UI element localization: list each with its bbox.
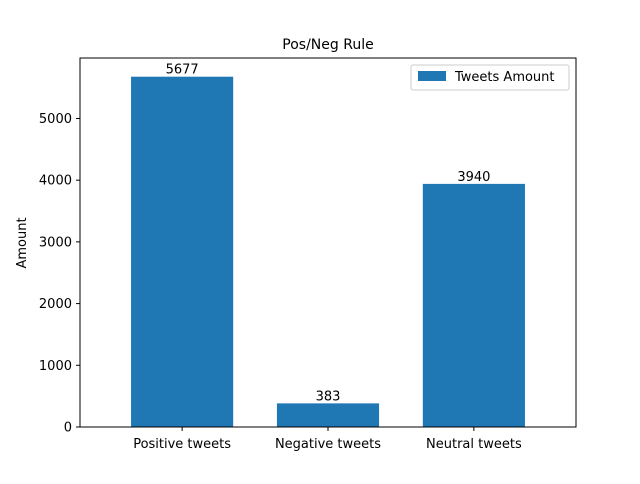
bars-group [131,76,525,427]
bar [276,403,380,427]
y-tick-label: 3000 [39,235,72,250]
ticks-group: Positive tweets Negative tweets Neutral tw… [39,112,522,452]
y-axis-label: Amount [15,217,30,268]
legend-box [410,64,570,91]
x-tick-label: Negative tweets [275,437,381,452]
x-tick-label: Positive tweets [133,437,231,452]
y-tick-label: 4000 [39,174,72,189]
y-tick-label: 2000 [39,297,72,312]
y-tick-label: 0 [64,421,72,436]
legend-swatch [418,71,446,81]
legend-label: Tweets Amount [454,70,555,85]
bar [131,76,234,427]
bar-value-label: 383 [316,389,341,404]
chart-title: Pos/Neg Rule [282,37,373,53]
y-tick-label: 1000 [39,359,72,374]
bar-value-label: 3940 [457,170,490,185]
data-labels-group: 5677 383 3940 [166,63,491,405]
bar [422,183,525,427]
bar-value-label: 5677 [166,63,199,78]
x-tick-label: Neutral tweets [426,437,522,452]
y-tick-label: 5000 [39,112,72,127]
legend: Tweets Amount [410,64,570,91]
plot-frame [79,57,577,428]
